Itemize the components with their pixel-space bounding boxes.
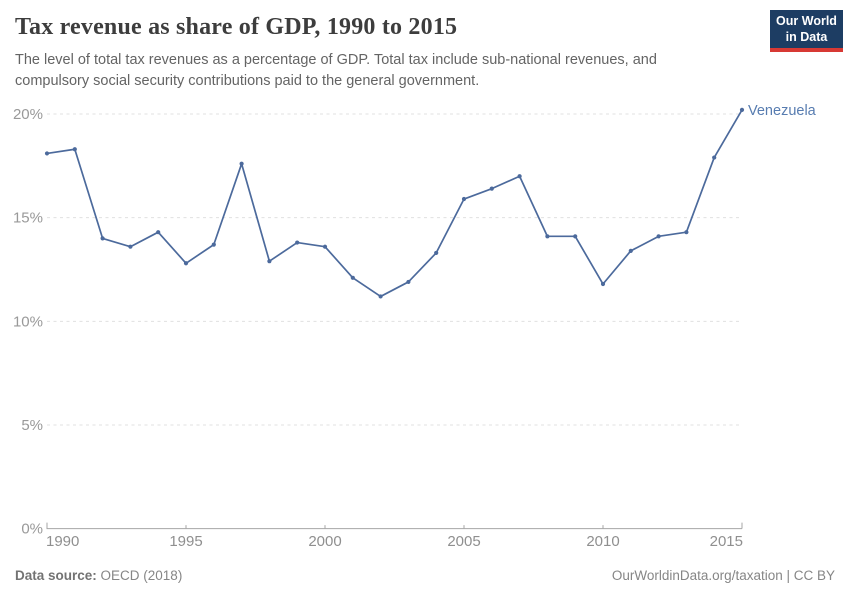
data-point[interactable] (44, 151, 50, 156)
data-point[interactable] (712, 155, 717, 160)
data-point[interactable] (406, 279, 411, 285)
data-source-label: Data source: (15, 568, 97, 583)
y-axis-tick-label: 5% (21, 417, 43, 434)
data-point[interactable] (434, 250, 439, 256)
data-point[interactable] (295, 240, 300, 245)
data-point[interactable] (628, 248, 633, 253)
x-axis-tick-label: 1995 (169, 533, 202, 550)
data-point[interactable] (128, 244, 133, 249)
data-source-value: OECD (2018) (96, 568, 183, 583)
series-end-label[interactable]: Venezuela (748, 103, 817, 119)
credit-link[interactable]: OurWorldinData.org/taxation | CC BY (611, 568, 835, 583)
data-point[interactable] (322, 244, 328, 249)
chart-subtitle: The level of total tax revenues as a per… (15, 52, 657, 89)
series-line-venezuela[interactable] (46, 109, 743, 298)
data-point[interactable] (267, 259, 272, 264)
data-source: Data source: OECD (2018) (15, 568, 182, 583)
data-point[interactable] (573, 234, 578, 239)
x-axis-tick-label: 2005 (447, 533, 480, 550)
y-axis-tick-label: 0% (21, 521, 43, 538)
owid-logo[interactable]: Our World in Data (770, 10, 843, 53)
page-title: Tax revenue as share of GDP, 1990 to 201… (15, 14, 458, 40)
data-point[interactable] (517, 174, 522, 179)
x-axis-tick-label: 2010 (586, 533, 619, 550)
data-point[interactable] (600, 281, 606, 287)
y-axis-tick-label: 20% (13, 106, 43, 123)
data-point[interactable] (350, 275, 355, 280)
owid-logo-red-bar (770, 48, 843, 53)
owid-logo-line2: in Data (785, 29, 828, 44)
data-point[interactable] (211, 242, 216, 247)
y-axis-tick-label: 10% (13, 313, 43, 330)
x-axis-tick-label: 1990 (46, 533, 79, 550)
data-point[interactable] (156, 230, 161, 235)
data-point[interactable] (656, 234, 661, 239)
x-axis-tick-label: 2000 (308, 533, 341, 550)
data-point[interactable] (684, 230, 689, 235)
owid-logo-line1: Our World (776, 14, 837, 28)
data-point[interactable] (739, 107, 745, 112)
data-point[interactable] (100, 236, 105, 241)
data-point[interactable] (461, 196, 467, 202)
data-point[interactable] (72, 147, 77, 152)
data-point[interactable] (378, 294, 383, 299)
data-point[interactable] (183, 261, 189, 266)
data-point[interactable] (545, 234, 550, 239)
chart-footer: Data source: OECD (2018) OurWorldinData.… (15, 568, 835, 583)
data-point[interactable] (239, 161, 244, 166)
data-point[interactable] (489, 186, 494, 191)
x-axis-tick-label: 2015 (710, 533, 743, 550)
y-axis-tick-label: 15% (13, 210, 43, 227)
